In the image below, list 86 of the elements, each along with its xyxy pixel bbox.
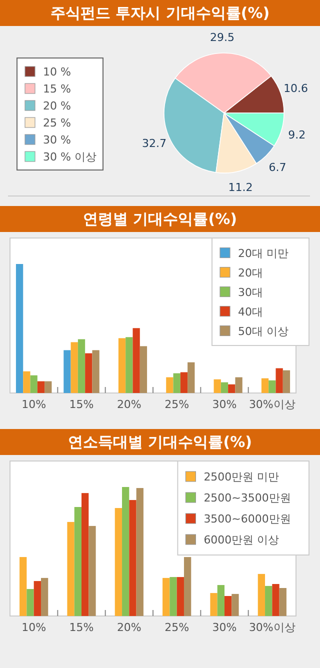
bar: [37, 381, 45, 393]
bar: [258, 574, 266, 616]
legend-label: 2500~3500만원: [204, 492, 291, 504]
x-tick-label: 30%: [212, 398, 237, 411]
bar: [136, 488, 144, 616]
bar: [228, 384, 236, 393]
legend-label: 30 %: [43, 134, 71, 146]
legend-label: 6000만원 이상: [204, 534, 280, 546]
x-tick-label: 30%: [212, 621, 237, 634]
bar: [23, 371, 30, 393]
bar: [126, 337, 133, 393]
bar: [176, 577, 184, 616]
x-tick-label: 30%이상: [248, 398, 296, 411]
data-label: 10.6: [284, 82, 308, 96]
data-label: 32.7: [142, 137, 167, 150]
x-tick-label: 10%: [22, 398, 46, 411]
x-tick-label: 15%: [69, 621, 94, 634]
bar: [82, 493, 89, 616]
bar: [184, 557, 192, 616]
bar: [217, 585, 224, 616]
bar: [279, 588, 286, 616]
chart-title: 연소득대별 기대수익률(%): [0, 429, 320, 455]
x-tick-label: 30%이상: [248, 621, 296, 634]
bar: [261, 378, 269, 393]
data-label: 11.2: [228, 181, 253, 194]
bar: [214, 379, 221, 393]
bar: [122, 487, 130, 616]
x-tick-label: 15%: [69, 398, 94, 411]
bar: [166, 377, 174, 393]
legend-label: 3500~6000만원: [204, 512, 291, 526]
bar: [34, 581, 41, 616]
x-tick-label: 20%: [116, 398, 142, 411]
bar: [235, 377, 242, 393]
bar: [20, 557, 27, 616]
bar: [268, 380, 276, 393]
bar: [40, 578, 48, 616]
bar: [276, 368, 283, 393]
bar: [16, 264, 24, 393]
bar: [173, 373, 180, 393]
bar: [30, 375, 38, 393]
bar: [92, 350, 100, 393]
legend-label: 40대: [238, 305, 263, 318]
data-label: 6.7: [268, 160, 286, 174]
bar: [85, 353, 92, 393]
bar: [44, 381, 52, 393]
chart-title: 연령별 기대수익률(%): [0, 206, 320, 232]
bar: [220, 382, 228, 393]
bar: [114, 508, 122, 616]
x-tick-label: 10%: [22, 621, 46, 634]
legend-label: 20대: [238, 266, 263, 280]
bar: [188, 362, 195, 393]
bar: [140, 346, 148, 393]
legend-label: 30대: [238, 286, 263, 299]
bar: [232, 594, 239, 616]
legend-label: 20 %: [43, 100, 71, 112]
bar: [282, 370, 290, 393]
bar: [118, 338, 126, 393]
bar: [88, 526, 96, 616]
bar: [265, 586, 272, 616]
legend-label: 2500만원 미만: [204, 470, 280, 484]
x-tick-label: 25%: [164, 621, 190, 634]
legend-label: 25 %: [43, 116, 71, 130]
bar: [170, 577, 177, 616]
legend-label: 50대 이상: [238, 324, 288, 338]
bar: [132, 328, 140, 393]
legend-label: 10 %: [43, 66, 71, 78]
bar: [210, 593, 218, 616]
chart-title: 주식펀드 투자시 기대수익률(%): [0, 0, 320, 26]
legend-label: 15 %: [43, 82, 71, 96]
bar: [74, 506, 82, 616]
x-tick-label: 20%: [116, 621, 142, 634]
bar: [162, 578, 170, 616]
bar: [67, 522, 74, 616]
legend-label: 30 % 이상: [43, 150, 96, 164]
bar: [129, 500, 136, 616]
bar: [26, 589, 34, 616]
bar: [70, 342, 78, 393]
bar: [272, 584, 280, 616]
bar: [224, 596, 232, 616]
legend-label: 20대 미만: [238, 246, 288, 260]
bar: [180, 372, 188, 393]
x-tick-label: 25%: [164, 398, 190, 411]
data-label: 9.2: [288, 128, 306, 142]
data-label: 29.5: [210, 31, 234, 44]
bar: [64, 350, 71, 393]
bar: [78, 339, 86, 393]
